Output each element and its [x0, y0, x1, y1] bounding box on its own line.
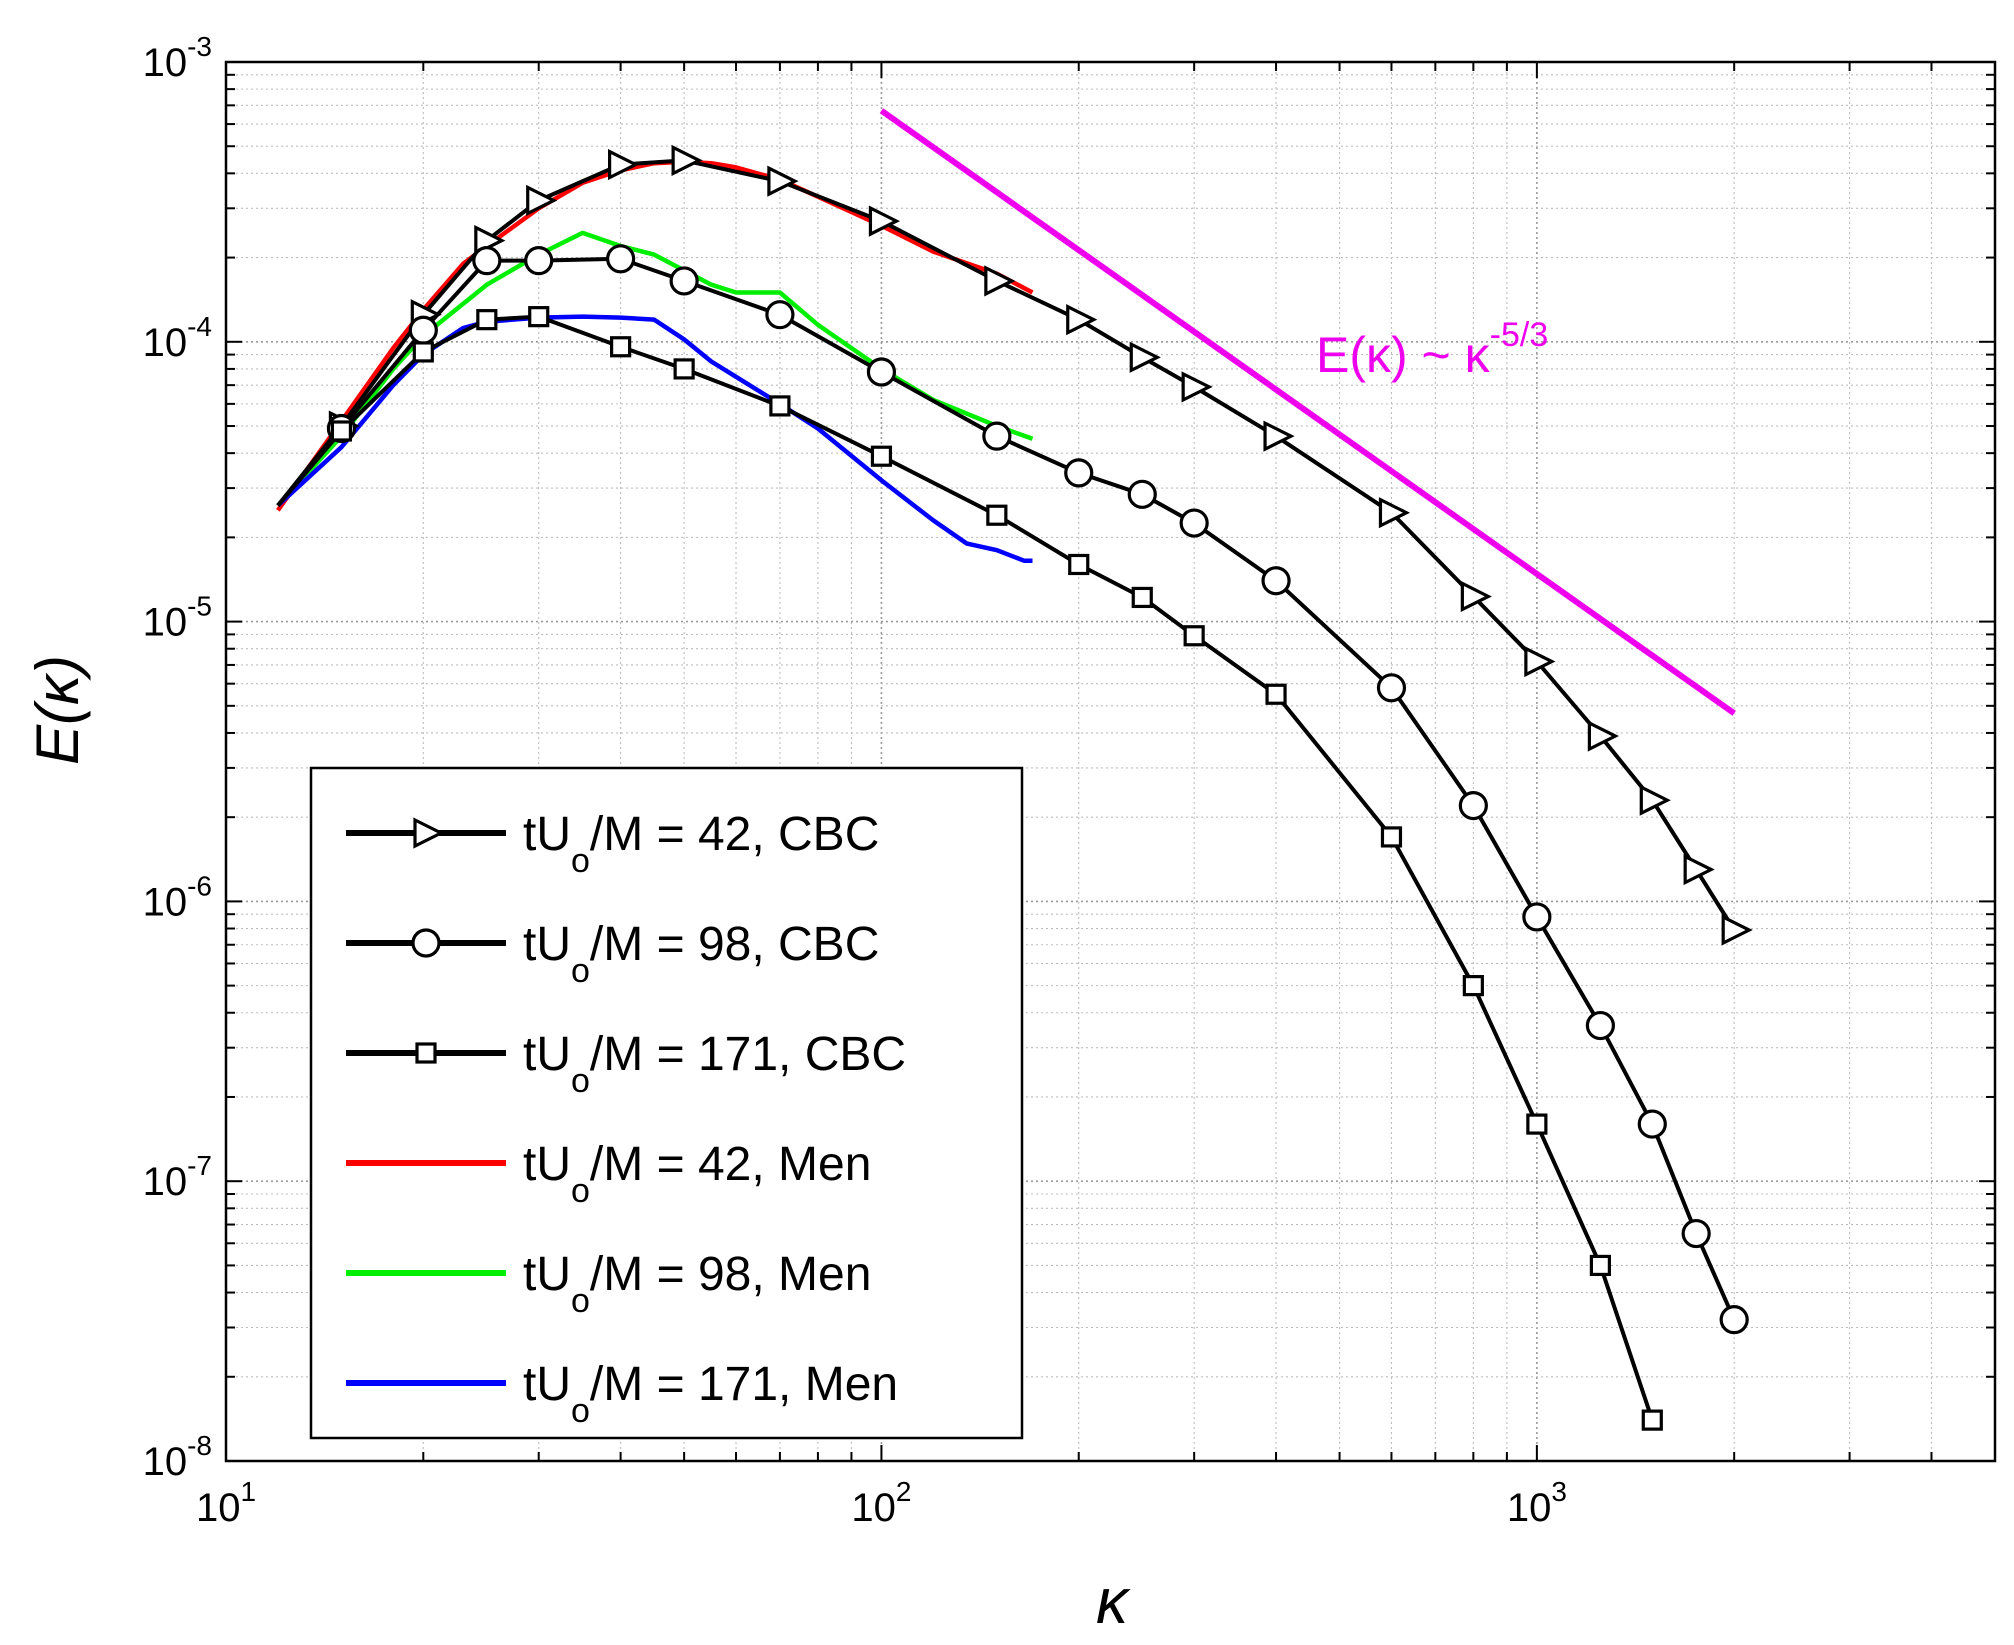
data-point [1129, 341, 1161, 373]
data-point [608, 148, 640, 181]
legend-marker [413, 817, 445, 849]
series-layer [276, 144, 1753, 1431]
legend-marker [411, 928, 441, 958]
series-line [276, 159, 1034, 512]
data-point [408, 315, 438, 345]
data-point [1265, 683, 1287, 705]
data-point [472, 246, 502, 276]
data-point [528, 306, 550, 328]
data-point [1068, 553, 1090, 576]
legend-item: tUo/M = 42, CBC [346, 808, 879, 880]
legend-label: tUo/M = 98, CBC [523, 918, 879, 990]
data-point [1378, 497, 1411, 529]
legend-label: tUo/M = 42, Men [523, 1138, 871, 1210]
data-point [1380, 826, 1403, 848]
legend: tUo/M = 42, CBC tUo/M = 98, CBC tUo/M = 17… [309, 766, 1024, 1440]
data-point [984, 265, 1016, 297]
data-point [1263, 420, 1295, 452]
legend-item: tUo/M = 42, Men [346, 1138, 871, 1210]
data-point [1637, 1109, 1667, 1139]
data-point [1524, 645, 1556, 678]
data-point [1587, 720, 1619, 752]
data-point [1589, 1254, 1611, 1277]
data-point [1639, 784, 1671, 816]
data-point [1127, 479, 1157, 509]
series-4 [276, 159, 1034, 512]
plot-frame [224, 60, 1997, 1463]
data-point [1683, 853, 1715, 886]
reference-layer: E(κ) ~ κ-5/3 [879, 108, 1736, 716]
data-point [1585, 1010, 1615, 1041]
x-tick-label: 101 [196, 1476, 256, 1530]
data-point [1522, 902, 1552, 932]
data-point [1719, 1305, 1749, 1335]
tick-layer: 101 102 103 10-8 10-7 10-6 10-5 10-4 10-3 [143, 31, 1996, 1530]
data-point [765, 300, 795, 330]
series-3 [276, 306, 1663, 1431]
data-point [1526, 1113, 1548, 1135]
data-point [669, 266, 699, 296]
legend-label: tUo/M = 42, CBC [523, 808, 879, 880]
data-point [769, 395, 791, 417]
data-point [1641, 1409, 1663, 1431]
data-point [1376, 673, 1407, 703]
data-point [330, 420, 353, 442]
data-point [986, 504, 1008, 526]
legend-item: tUo/M = 98, CBC [346, 918, 879, 990]
legend-label: tUo/M = 171, Men [523, 1358, 898, 1430]
data-point [870, 445, 893, 467]
data-point [1064, 458, 1094, 488]
y-axis-label: E(κ) [24, 655, 91, 765]
legend-label: tUo/M = 171, CBC [523, 1028, 906, 1100]
data-point [1460, 580, 1492, 613]
x-tick-label: 103 [1507, 1476, 1567, 1530]
data-point [1183, 625, 1205, 647]
reference-slope-line [879, 108, 1736, 716]
data-point [1261, 566, 1291, 596]
data-point [1681, 1218, 1711, 1249]
data-point [526, 184, 558, 217]
data-point [412, 341, 434, 363]
legend-box [309, 766, 1024, 1440]
data-point [673, 358, 695, 380]
data-point [1179, 508, 1209, 538]
data-point [1462, 975, 1484, 997]
data-point [1131, 586, 1153, 609]
data-point [1181, 371, 1213, 403]
y-tick-label: 10-3 [143, 31, 212, 85]
data-point [767, 165, 799, 197]
data-point [671, 144, 703, 176]
y-tick-label: 10-8 [143, 1430, 212, 1484]
data-point [524, 246, 554, 276]
legend-item: tUo/M = 171, Men [346, 1358, 898, 1430]
data-point [1066, 304, 1098, 336]
data-point [868, 205, 901, 237]
legend-item: tUo/M = 171, CBC [346, 1028, 906, 1100]
y-tick-label: 10-5 [143, 591, 212, 645]
data-point [610, 336, 632, 358]
legend-marker [415, 1042, 437, 1064]
data-point [606, 244, 636, 274]
x-tick-label: 102 [851, 1476, 911, 1530]
data-point [982, 421, 1012, 451]
data-point [476, 309, 498, 331]
data-point [866, 357, 897, 387]
y-tick-label: 10-7 [143, 1150, 212, 1204]
y-tick-label: 10-6 [143, 870, 212, 924]
data-point [1721, 914, 1753, 946]
y-tick-label: 10-4 [143, 311, 212, 365]
legend-item: tUo/M = 98, Men [346, 1248, 871, 1320]
data-point [1458, 790, 1488, 821]
legend-label: tUo/M = 98, Men [523, 1248, 871, 1320]
series-2 [276, 244, 1749, 1335]
x-axis-label: κ [1096, 1565, 1131, 1637]
reference-slope-label: E(κ) ~ κ-5/3 [1316, 316, 1548, 383]
